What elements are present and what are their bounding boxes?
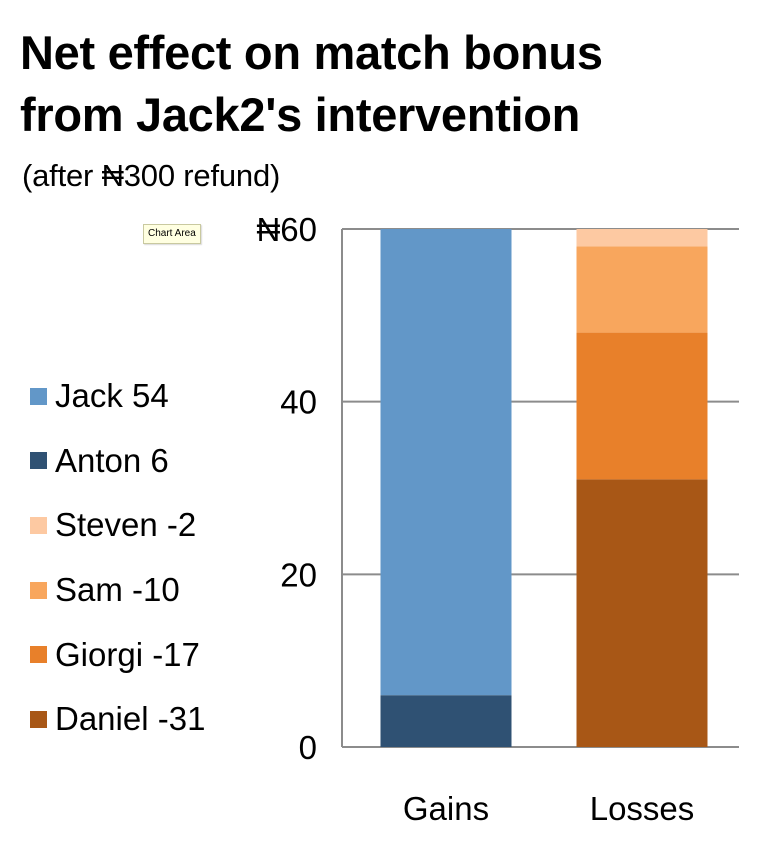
legend-swatch-steven xyxy=(30,516,47,534)
legend-item-jack: Jack 54 xyxy=(30,364,205,429)
chart-title: Net effect on match bonus from Jack2's i… xyxy=(20,22,760,146)
y-tick-label-60: ₦60 xyxy=(256,211,317,248)
y-tick-label-0: 0 xyxy=(299,729,317,766)
x-tick-label-losses: Losses xyxy=(590,790,695,827)
legend-label-jack: Jack 54 xyxy=(55,377,169,415)
legend-label-steven: Steven -2 xyxy=(55,506,197,544)
legend-item-steven: Steven -2 xyxy=(30,493,205,558)
chart-area-tooltip: Chart Area xyxy=(143,224,201,244)
y-tick-label-40: 40 xyxy=(280,384,317,421)
legend-label-sam: Sam -10 xyxy=(55,571,180,609)
chart-title-line-2: from Jack2's intervention xyxy=(20,88,581,141)
legend-swatch-sam xyxy=(30,581,47,599)
legend-swatch-jack xyxy=(30,387,47,405)
bar-losses-steven xyxy=(576,229,708,247)
chart-title-line-1: Net effect on match bonus xyxy=(20,26,603,79)
legend-item-giorgi: Giorgi -17 xyxy=(30,622,205,687)
bar-losses-sam xyxy=(576,246,708,333)
y-tick-label-20: 20 xyxy=(280,556,317,593)
legend-label-anton: Anton 6 xyxy=(55,441,169,479)
bar-gains-anton xyxy=(380,695,512,747)
x-tick-label-gains: Gains xyxy=(403,790,489,827)
legend-label-daniel: Daniel -31 xyxy=(55,700,206,738)
legend-item-anton: Anton 6 xyxy=(30,429,205,494)
legend: Jack 54 Anton 6 Steven -2 Sam -10 Giorgi -17… xyxy=(30,364,205,752)
legend-item-sam: Sam -10 xyxy=(30,558,205,623)
legend-item-daniel: Daniel -31 xyxy=(30,687,205,752)
legend-swatch-anton xyxy=(30,452,47,470)
legend-swatch-daniel xyxy=(30,710,47,728)
bar-gains-jack xyxy=(380,229,512,696)
bar-losses-giorgi xyxy=(576,332,708,480)
bar-losses-daniel xyxy=(576,479,708,747)
chart-subtitle: (after ₦300 refund) xyxy=(22,158,281,193)
legend-label-giorgi: Giorgi -17 xyxy=(55,635,200,673)
legend-swatch-giorgi xyxy=(30,646,47,664)
